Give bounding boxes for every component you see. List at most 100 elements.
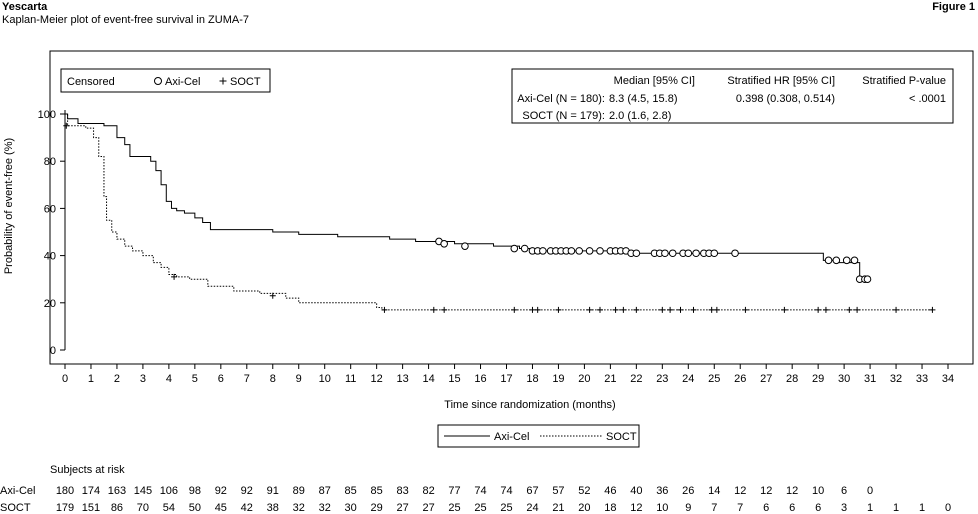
circle-marker-icon — [154, 77, 162, 85]
soct-censor-mark — [596, 306, 603, 313]
risk-count: 50 — [189, 502, 201, 514]
x-tick-label: 9 — [296, 373, 302, 385]
censor-legend: Censored Axi-Cel SOCT — [60, 68, 271, 93]
x-tick-label: 25 — [708, 373, 720, 385]
risk-count: 86 — [111, 502, 123, 514]
soct-censor-mark — [381, 306, 388, 313]
axi-cel-censor-mark — [731, 249, 739, 258]
risk-count: 30 — [345, 502, 357, 514]
soct-censor-mark — [586, 306, 593, 313]
soct-curve — [65, 113, 933, 311]
risk-count: 6 — [841, 485, 847, 497]
risk-count: 85 — [345, 485, 357, 497]
x-tick-label: 34 — [942, 373, 954, 385]
soct-censor-mark — [708, 306, 715, 313]
stats-table: Median [95% CI] Stratified HR [95% CI] S… — [511, 68, 954, 124]
risk-count: 32 — [293, 502, 305, 514]
soct-censor-mark — [633, 306, 640, 313]
x-tick-label: 12 — [371, 373, 383, 385]
axi-cel-censor-mark — [520, 244, 529, 253]
censor-legend-title: Censored — [67, 76, 115, 88]
y-tick-label: 0 — [50, 345, 56, 357]
soct-censor-mark — [846, 306, 853, 313]
y-tick-label: 20 — [44, 298, 56, 310]
x-tick-label: 19 — [552, 373, 564, 385]
axi-cel-censor-mark — [692, 249, 700, 258]
risk-count: 89 — [293, 485, 305, 497]
x-tick-label: 11 — [345, 373, 356, 385]
x-tick-label: 28 — [786, 373, 798, 385]
risk-count: 52 — [578, 485, 590, 497]
risk-count: 27 — [396, 502, 408, 514]
risk-count: 82 — [422, 485, 434, 497]
x-tick-label: 20 — [578, 373, 590, 385]
soct-censor-mark — [430, 306, 437, 313]
x-tick-label: 3 — [140, 373, 146, 385]
soct-censor-mark — [822, 306, 829, 313]
x-tick-label: 21 — [604, 373, 616, 385]
risk-count: 57 — [552, 485, 564, 497]
soct-censor-mark — [713, 306, 720, 313]
risk-count: 36 — [656, 485, 668, 497]
figure-subtitle: Kaplan-Meier plot of event-free survival… — [2, 14, 249, 26]
axi-cel-censor-mark — [661, 249, 669, 258]
risk-count: 179 — [56, 502, 74, 514]
x-axis-ticks: 0 1 2 3 4 5 6 7 8 9 10 11 12 13 14 15 16 17 18 19 20 21 22 23 24… — [62, 364, 954, 385]
soct-censor-mark — [667, 306, 674, 313]
x-tick-label: 26 — [734, 373, 746, 385]
risk-count: 45 — [215, 502, 227, 514]
axi-cel-censor-mark — [440, 240, 448, 248]
y-tick-label: 80 — [44, 156, 56, 168]
y-tick-label: 100 — [38, 109, 56, 121]
risk-count: 6 — [789, 502, 795, 514]
x-tick-label: 33 — [916, 373, 928, 385]
risk-count: 0 — [945, 502, 951, 514]
censor-legend-soct: SOCT — [230, 76, 261, 88]
soct-censor-mark — [555, 306, 562, 313]
risk-row-soct: 179 151 86 70 54 50 45 42 38 32 32 30 29 27 27 25 25 25 24… — [56, 502, 951, 514]
axi-cel-censor-mark — [863, 275, 872, 284]
soct-censor-mark — [929, 306, 936, 313]
x-tick-label: 22 — [630, 373, 642, 385]
risk-count: 83 — [396, 485, 408, 497]
stats-row-hr: 0.398 (0.308, 0.514) — [736, 93, 835, 105]
risk-count: 6 — [815, 502, 821, 514]
risk-count: 29 — [371, 502, 383, 514]
stats-header-hr: Stratified HR [95% CI] — [727, 75, 835, 87]
risk-count: 25 — [448, 502, 460, 514]
x-tick-label: 7 — [244, 373, 250, 385]
risk-count: 74 — [474, 485, 486, 497]
soct-censor-mark — [742, 306, 749, 313]
risk-count: 3 — [841, 502, 847, 514]
x-tick-label: 24 — [682, 373, 694, 385]
risk-count: 54 — [163, 502, 175, 514]
risk-table-title: Subjects at risk — [50, 464, 125, 476]
risk-count: 174 — [82, 485, 100, 497]
stats-table-box — [511, 68, 954, 124]
soct-censor-mark — [854, 306, 861, 313]
line-legend-axicel: Axi-Cel — [494, 431, 529, 443]
risk-count: 20 — [578, 502, 590, 514]
x-tick-label: 0 — [62, 373, 68, 385]
risk-count: 42 — [241, 502, 253, 514]
x-tick-label: 18 — [526, 373, 538, 385]
soct-censor-mark — [781, 306, 788, 313]
risk-count: 24 — [526, 502, 538, 514]
axi-cel-censor-mark — [832, 256, 841, 265]
x-tick-label: 8 — [270, 373, 276, 385]
soct-censor-mark — [690, 306, 697, 313]
y-axis-ticks: 0 20 40 60 80 100 — [38, 109, 65, 357]
risk-count: 27 — [422, 502, 434, 514]
risk-count: 38 — [267, 502, 279, 514]
stats-row-arm: SOCT (N = 179): — [522, 110, 605, 122]
x-tick-label: 6 — [218, 373, 224, 385]
soct-censor-mark — [534, 306, 541, 313]
line-legend: Axi-Cel SOCT — [437, 424, 640, 448]
stats-header-median: Median [95% CI] — [614, 75, 695, 87]
x-tick-label: 30 — [838, 373, 850, 385]
x-tick-label: 5 — [192, 373, 198, 385]
soct-censor-mark — [441, 306, 448, 313]
axi-cel-censor-mark — [842, 256, 851, 265]
risk-row-label: SOCT — [0, 502, 31, 514]
